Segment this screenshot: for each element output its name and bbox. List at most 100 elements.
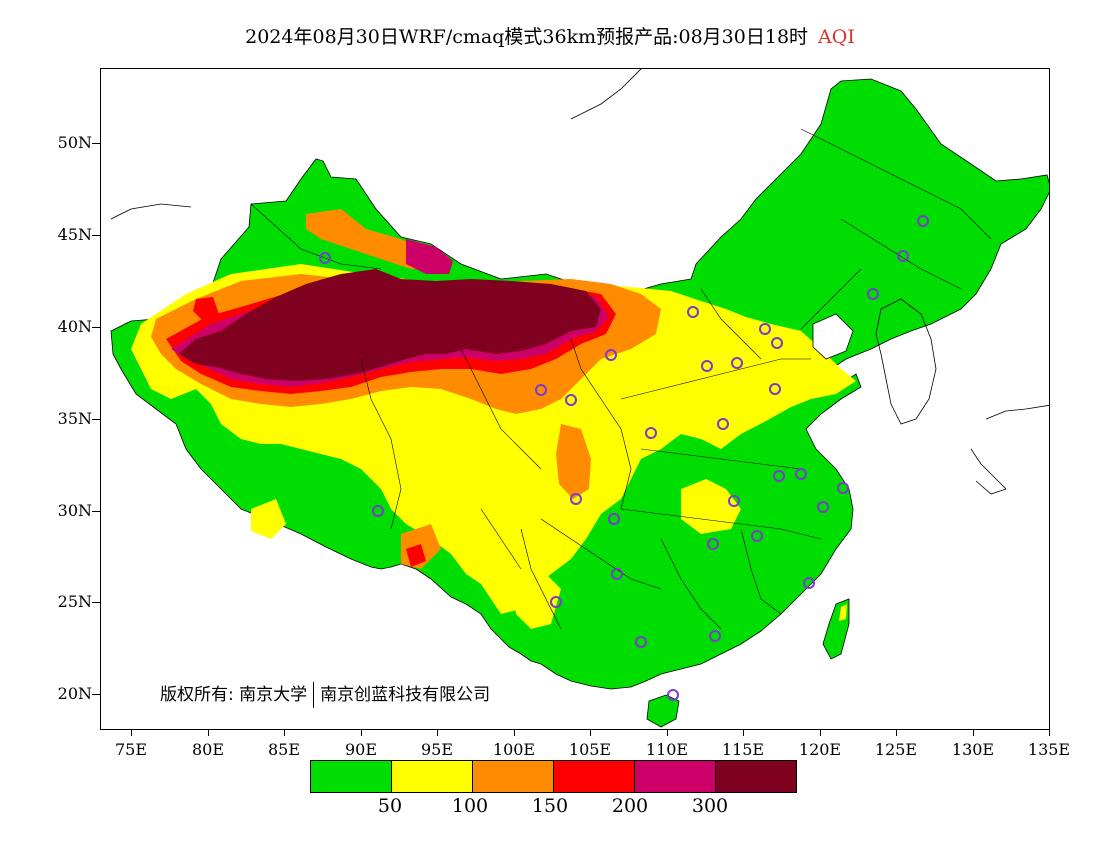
lon-label-75e: 75E: [114, 740, 148, 759]
aqi-moderate-southwest: [251, 499, 286, 539]
copyright-org2: 南京创蓝科技有限公司: [320, 685, 491, 705]
lon-tick: [743, 730, 744, 736]
station-marker: [897, 250, 909, 262]
station-marker: [319, 252, 331, 264]
copyright-separator: [313, 682, 315, 708]
aqi-orange-north: [306, 209, 431, 269]
legend-swatch-hazardous: [716, 761, 796, 792]
legend-label-200: 200: [611, 795, 649, 817]
aqi-moderate-south: [681, 479, 741, 534]
lat-label-50n: 50N: [57, 133, 92, 152]
lon-label-110e: 110E: [645, 740, 689, 759]
station-marker: [687, 306, 699, 318]
station-marker: [550, 596, 562, 608]
taiwan-moderate: [839, 604, 847, 621]
legend-swatch-very-unhealthy: [635, 761, 716, 792]
aqi-hazardous-region: [179, 269, 601, 381]
aqi-color-legend: [310, 760, 797, 793]
legend-label-150: 150: [531, 795, 569, 817]
lon-tick: [361, 730, 362, 736]
lon-label-115e: 115E: [721, 740, 765, 759]
station-marker: [803, 577, 815, 589]
station-marker: [605, 349, 617, 361]
station-marker: [645, 427, 657, 439]
station-markers: [319, 215, 929, 701]
lat-tick: [92, 694, 100, 695]
copyright-text: 版权所有: 南京大学 南京创蓝科技有限公司: [160, 680, 490, 708]
station-marker: [717, 418, 729, 430]
aqi-purple-north: [406, 239, 453, 274]
lon-tick: [590, 730, 591, 736]
station-marker: [769, 383, 781, 395]
station-marker: [751, 530, 763, 542]
station-marker: [372, 505, 384, 517]
station-marker: [728, 495, 740, 507]
lat-tick: [92, 602, 100, 603]
legend-swatch-good: [311, 761, 392, 792]
aqi-red-southwest: [406, 544, 426, 567]
station-marker: [731, 357, 743, 369]
aqi-moderate-south2: [511, 569, 561, 629]
lon-label-85e: 85E: [267, 740, 301, 759]
station-marker: [817, 501, 829, 513]
lon-label-130e: 130E: [951, 740, 995, 759]
aqi-map: [100, 68, 1050, 730]
lat-label-30n: 30N: [57, 501, 92, 520]
hainan-island: [646, 694, 680, 728]
lat-label-35n: 35N: [57, 409, 92, 428]
aqi-orange-sichuan: [556, 424, 591, 499]
bohai-sea: [812, 313, 854, 360]
station-marker: [795, 468, 807, 480]
lat-label-25n: 25N: [57, 592, 92, 611]
lon-label-100e: 100E: [492, 740, 536, 759]
station-marker: [608, 513, 620, 525]
lon-label-135e: 135E: [1027, 740, 1071, 759]
lat-tick: [92, 143, 100, 144]
copyright-org1: 南京大学: [239, 685, 308, 705]
station-marker: [701, 360, 713, 372]
lon-label-95e: 95E: [420, 740, 454, 759]
lon-tick: [208, 730, 209, 736]
north-coast: [110, 69, 642, 220]
lon-tick: [514, 730, 515, 736]
station-marker: [867, 288, 879, 300]
lon-tick: [437, 730, 438, 736]
station-marker: [759, 323, 771, 335]
legend-swatch-unhealthy-sensitive: [473, 761, 554, 792]
station-marker: [771, 337, 783, 349]
station-marker: [570, 493, 582, 505]
lat-tick: [92, 511, 100, 512]
lon-tick: [973, 730, 974, 736]
korea-outline: [875, 298, 937, 425]
lon-tick: [820, 730, 821, 736]
legend-label-100: 100: [451, 795, 489, 817]
lon-tick: [131, 730, 132, 736]
station-marker: [565, 394, 577, 406]
legend-label-300: 300: [691, 795, 729, 817]
variable-label: AQI: [818, 26, 855, 48]
lat-tick: [92, 235, 100, 236]
legend-swatch-moderate: [392, 761, 473, 792]
lat-tick: [92, 327, 100, 328]
station-marker: [535, 384, 547, 396]
japan-outline: [970, 404, 1049, 495]
lon-label-80e: 80E: [191, 740, 225, 759]
title-text: 2024年08月30日WRF/cmaq模式36km预报产品:08月30日18时: [245, 26, 809, 48]
lon-label-125e: 125E: [874, 740, 918, 759]
lon-tick: [284, 730, 285, 736]
aqi-red-west: [193, 297, 219, 321]
lat-label-45n: 45N: [57, 225, 92, 244]
legend-swatch-unhealthy: [554, 761, 635, 792]
station-marker: [667, 689, 679, 701]
province-borders: [250, 128, 992, 630]
copyright-prefix: 版权所有:: [160, 685, 234, 705]
lat-tick: [92, 419, 100, 420]
lat-label-20n: 20N: [57, 684, 92, 703]
lon-label-90e: 90E: [344, 740, 378, 759]
station-marker: [837, 482, 849, 494]
station-marker: [707, 538, 719, 550]
station-marker: [917, 215, 929, 227]
station-marker: [635, 636, 647, 648]
station-marker: [709, 630, 721, 642]
china-map-svg: [110, 69, 1049, 728]
